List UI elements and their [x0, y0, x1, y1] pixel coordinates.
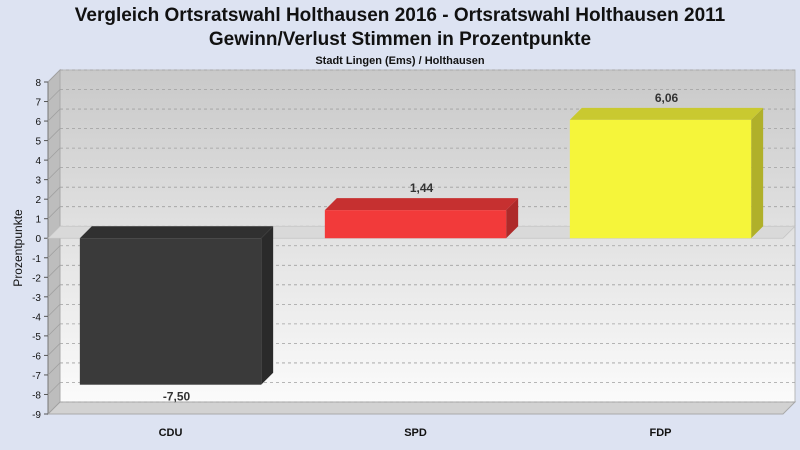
- y-tick-label: -2: [32, 273, 41, 284]
- y-tick-label: 3: [35, 176, 41, 187]
- bar-top: [569, 107, 764, 120]
- gridline-side: [47, 304, 61, 317]
- y-tick-label: -3: [32, 293, 41, 304]
- y-tick-label: 1: [35, 215, 41, 226]
- data-label: 1,44: [410, 181, 434, 195]
- bar-side: [261, 226, 274, 385]
- y-tick-label: -4: [32, 312, 41, 323]
- bar-front: [324, 210, 507, 239]
- gridline-side: [47, 89, 61, 102]
- y-tick-label: 5: [35, 137, 41, 148]
- gridline-side: [47, 167, 61, 180]
- chart-title: Vergleich Ortsratswahl Holthausen 2016 -…: [74, 5, 726, 26]
- gridline-side: [47, 245, 61, 259]
- gridline-side: [47, 186, 61, 200]
- y-tick-label: -7: [32, 371, 41, 382]
- bar-side: [506, 198, 519, 239]
- bar-cdu: [79, 226, 274, 385]
- gridline-side: [47, 323, 61, 337]
- x-tick-label: SPD: [404, 427, 427, 439]
- gridline-side: [47, 69, 61, 83]
- y-tick-label: -8: [32, 390, 41, 401]
- labels: 8 7 6 5 4 3 2 1 0 -1 -2 -3 -4 -5 -6 -7 -8 -9 -7,50 CDU 1,44 S…: [32, 78, 678, 439]
- bar-side: [751, 107, 764, 239]
- y-tick-label: 4: [35, 156, 41, 167]
- chart-subtitle: Gewinn/Verlust Stimmen in Prozentpunkte: [208, 29, 592, 50]
- data-label: -7,50: [163, 390, 191, 404]
- x-tick-label: FDP: [650, 427, 672, 439]
- gridline-side: [47, 362, 61, 376]
- y-tick-label: 8: [35, 78, 41, 89]
- gridline-side: [47, 284, 61, 298]
- bar-front: [569, 119, 752, 239]
- y-tick-label: 0: [35, 234, 41, 245]
- gridline-side: [47, 265, 61, 278]
- bar-fdp: [569, 107, 764, 239]
- gridline-side: [47, 382, 61, 395]
- y-tick-label: 6: [35, 117, 41, 128]
- gridline-side: [47, 343, 61, 356]
- bar-front: [79, 238, 262, 385]
- gridline-side: [47, 128, 61, 141]
- gridline-side: [47, 147, 61, 161]
- y-tick-label: 2: [35, 195, 41, 206]
- data-label: 6,06: [655, 91, 679, 105]
- plot-floor: [46, 401, 797, 415]
- y-tick-label: -1: [32, 254, 41, 265]
- y-tick-label: -9: [32, 410, 41, 421]
- y-axis-label: Prozentpunkte: [11, 209, 25, 287]
- gridline-side: [47, 206, 61, 219]
- y-tick-label: 7: [35, 98, 41, 109]
- bar-spd: [324, 198, 519, 239]
- bars: [79, 107, 764, 385]
- gridline-side: [47, 108, 61, 122]
- x-tick-label: CDU: [159, 427, 183, 439]
- bar-top: [324, 198, 519, 211]
- chart-caption: Stadt Lingen (Ems) / Holthausen: [315, 55, 485, 67]
- y-tick-label: -5: [32, 332, 41, 343]
- gridline-side: [47, 401, 61, 415]
- bar-top: [79, 226, 274, 239]
- plot-side-wall: [47, 68, 61, 416]
- y-tick-label: -6: [32, 351, 41, 362]
